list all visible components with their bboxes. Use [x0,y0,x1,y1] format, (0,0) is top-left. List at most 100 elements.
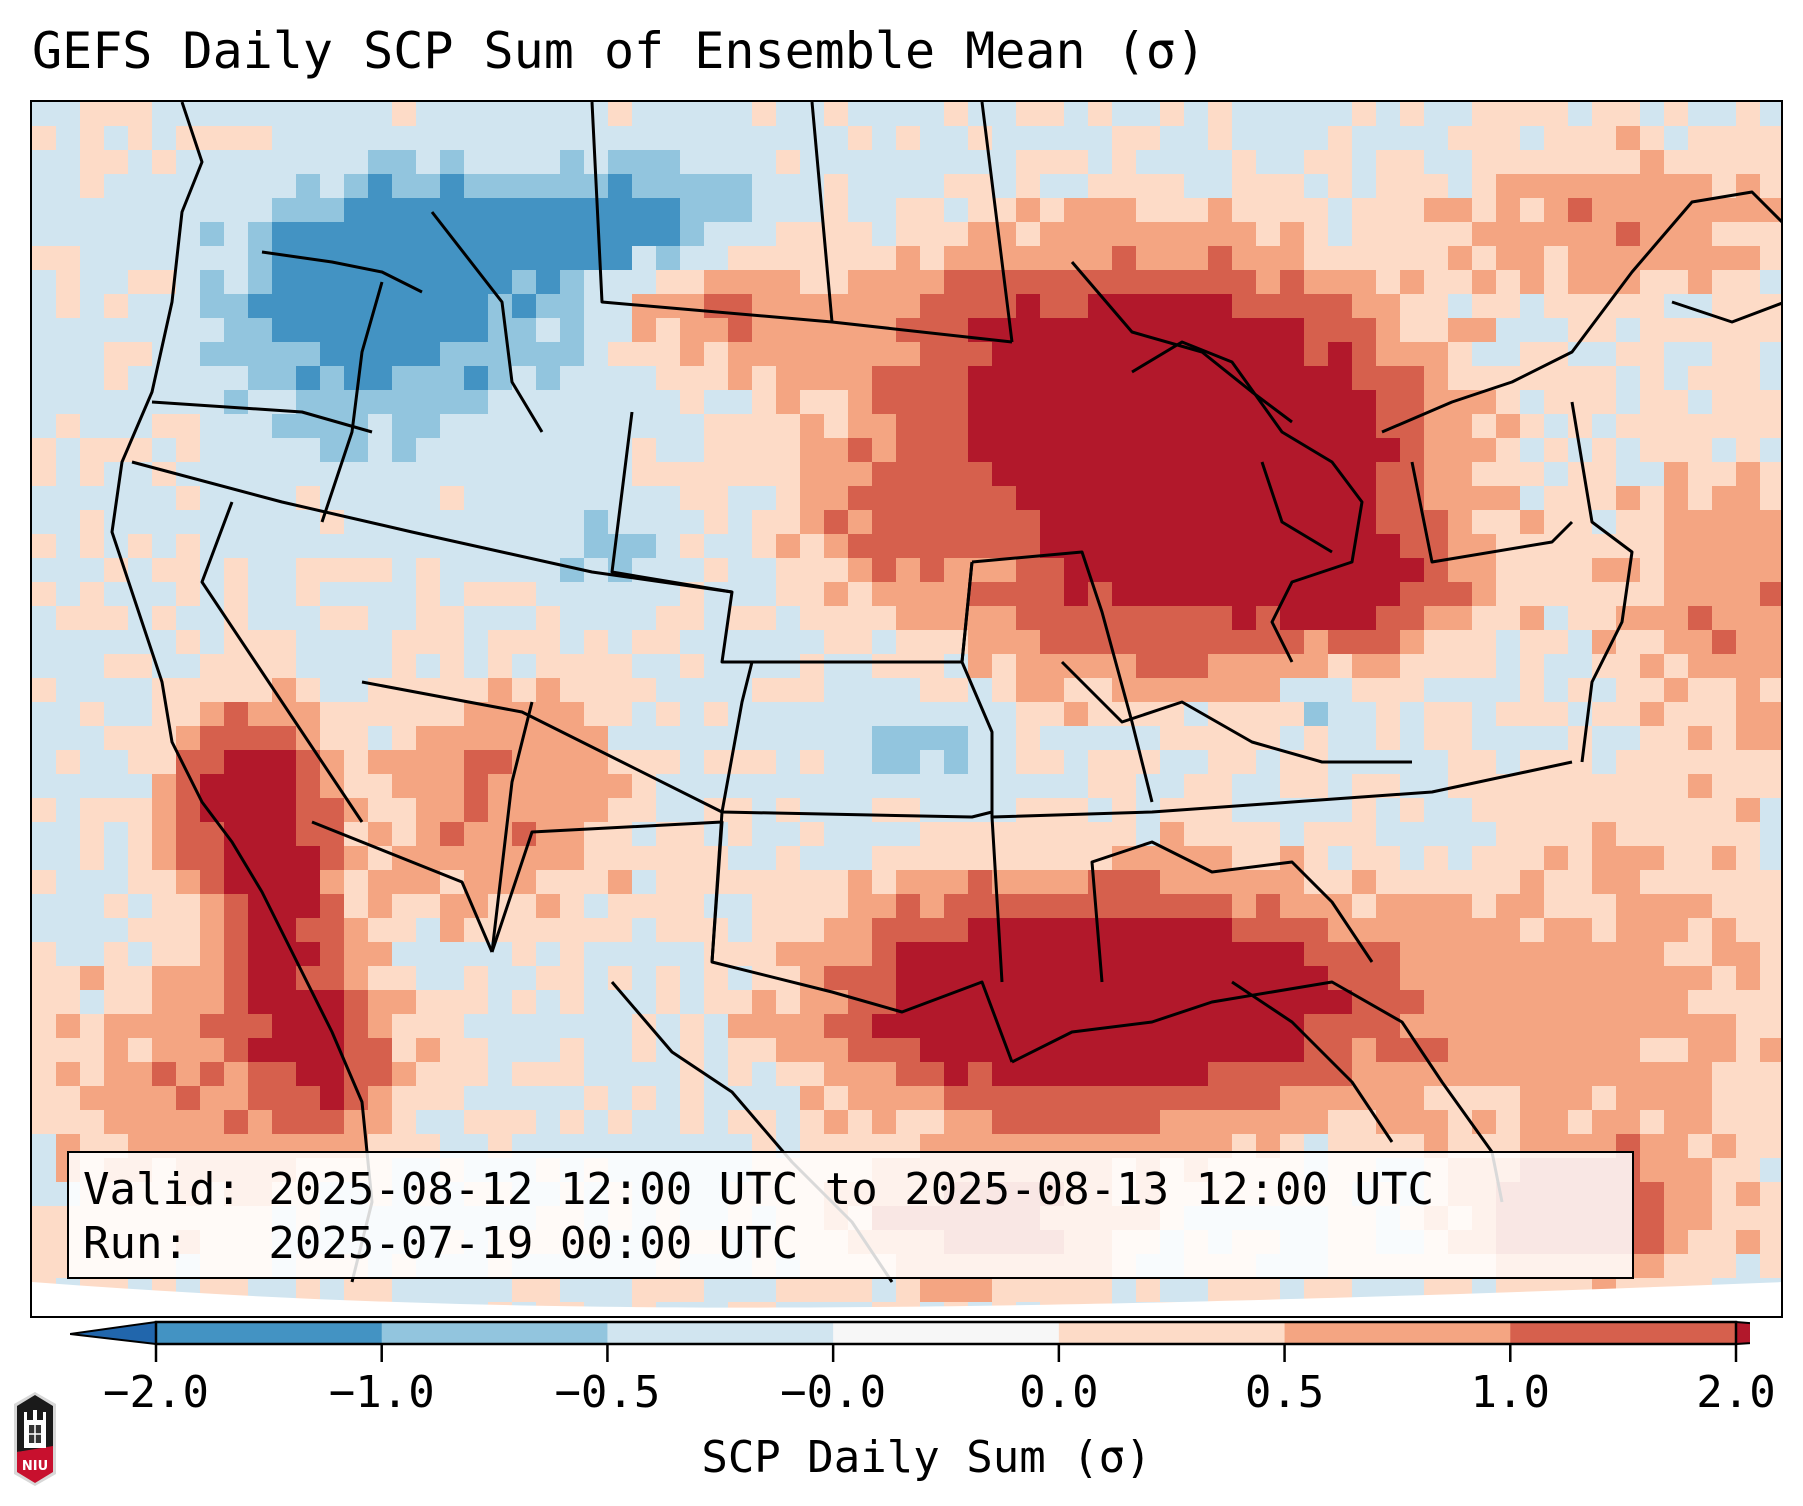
heatmap-cell [200,270,224,294]
heatmap-cell [776,846,800,870]
heatmap-cell [656,270,680,294]
heatmap-cell [776,942,800,966]
heatmap-cell [1016,582,1040,606]
heatmap-cell [1208,390,1232,414]
heatmap-cell [1016,918,1040,942]
heatmap-cell [344,558,368,582]
heatmap-cell [1448,942,1472,966]
heatmap-cell [128,102,152,126]
heatmap-cell [1232,942,1256,966]
heatmap-cell [1760,894,1781,918]
heatmap-cell [464,1038,488,1062]
heatmap-cell [1520,366,1544,390]
heatmap-cell [1064,342,1088,366]
heatmap-cell [1688,270,1712,294]
heatmap-cell [1688,678,1712,702]
heatmap-cell [1736,318,1760,342]
heatmap-cell [1688,1014,1712,1038]
heatmap-cell [1136,678,1160,702]
heatmap-cell [512,294,536,318]
heatmap-cell [1544,222,1568,246]
heatmap-cell [368,870,392,894]
heatmap-cell [1736,894,1760,918]
heatmap-cell [1280,246,1304,270]
heatmap-cell [1664,558,1688,582]
heatmap-cell [200,126,224,150]
heatmap-cell [1352,246,1376,270]
heatmap-cell [752,1038,776,1062]
heatmap-cell [776,870,800,894]
heatmap-cell [1568,534,1592,558]
heatmap-cell [1016,222,1040,246]
heatmap-cell [920,534,944,558]
heatmap-cell [536,918,560,942]
heatmap-cell [80,702,104,726]
heatmap-cell [1112,1086,1136,1110]
heatmap-cell [1160,222,1184,246]
heatmap-cell [944,174,968,198]
heatmap-cell [824,630,848,654]
heatmap-cell [272,678,296,702]
heatmap-cell [152,774,176,798]
heatmap-cell [1016,894,1040,918]
heatmap-cell [1640,126,1664,150]
heatmap-cell [1376,1086,1400,1110]
boundary-line [490,820,1014,1063]
heatmap-cell [608,678,632,702]
heatmap-cell [1760,1086,1781,1110]
heatmap-cell [992,438,1016,462]
heatmap-cell [872,558,896,582]
heatmap-cell [1304,654,1328,678]
heatmap-cell [1064,942,1088,966]
heatmap-cell [848,1014,872,1038]
heatmap-cell [1760,870,1781,894]
heatmap-cell [1376,630,1400,654]
heatmap-cell [1088,102,1112,126]
heatmap-cell [1280,1038,1304,1062]
heatmap-cell [848,366,872,390]
heatmap-cell [1016,198,1040,222]
heatmap-cell [1400,990,1424,1014]
heatmap-cell [56,246,80,270]
boundary-line [361,680,723,814]
heatmap-cell [1664,1014,1688,1038]
heatmap-cell [392,726,416,750]
heatmap-cell [1136,198,1160,222]
heatmap-cell [920,246,944,270]
heatmap-cell [536,606,560,630]
heatmap-cell [1448,966,1472,990]
heatmap-cell [680,462,704,486]
heatmap-cell [32,1086,56,1110]
heatmap-cell [1688,918,1712,942]
heatmap-cell [1736,222,1760,246]
heatmap-cell [1112,630,1136,654]
heatmap-cell [1664,270,1688,294]
heatmap-cell [440,798,464,822]
heatmap-cell [1664,1182,1688,1206]
heatmap-cell [488,750,512,774]
heatmap-cell [440,318,464,342]
heatmap-cell [704,342,728,366]
heatmap-cell [944,1278,968,1302]
valid-time-text: Valid: 2025-08-12 12:00 UTC to 2025-08-1… [83,1164,1435,1215]
heatmap-cell [560,150,584,174]
heatmap-cell [1328,582,1352,606]
heatmap-cell [968,822,992,846]
heatmap-cell [272,1038,296,1062]
heatmap-cell [368,918,392,942]
heatmap-cell [944,846,968,870]
heatmap-cell [1184,198,1208,222]
heatmap-cell [1232,414,1256,438]
heatmap-cell [248,342,272,366]
heatmap-cell [1520,222,1544,246]
heatmap-cell [560,966,584,990]
heatmap-cell [1640,174,1664,198]
heatmap-cell [128,1062,152,1086]
heatmap-cell [272,1086,296,1110]
heatmap-cell [176,534,200,558]
heatmap-cell [296,318,320,342]
heatmap-cell [1088,822,1112,846]
heatmap-cell [320,870,344,894]
heatmap-cell [248,222,272,246]
heatmap-cell [32,582,56,606]
